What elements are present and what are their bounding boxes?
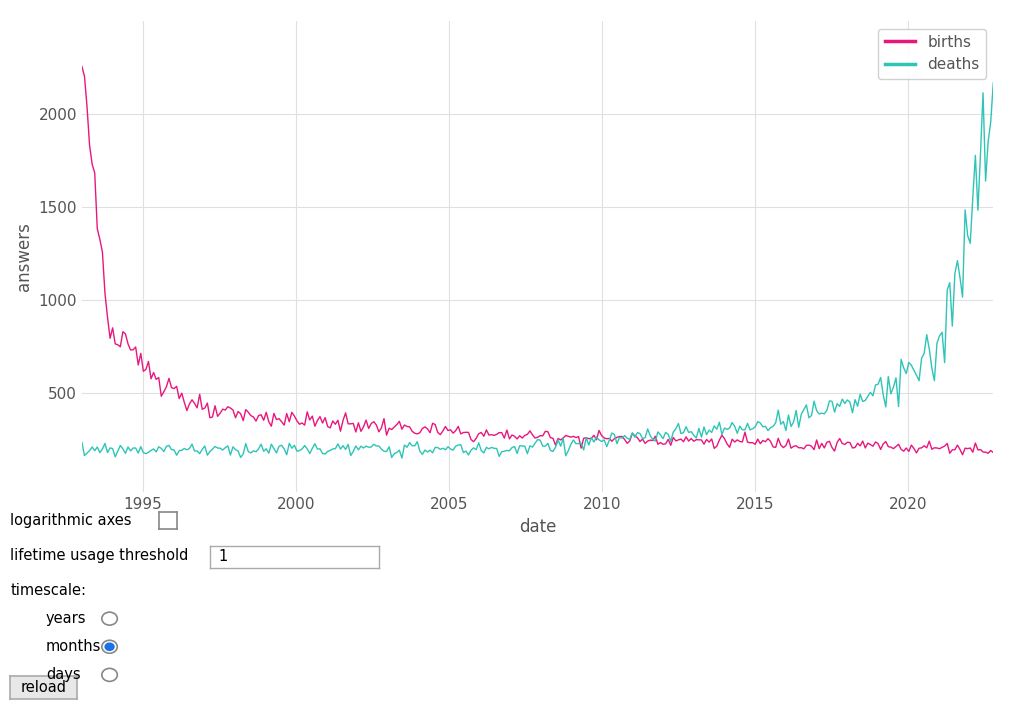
deaths [161,442,173,451]
births [956,451,969,459]
Text: timescale:: timescale: [10,583,86,598]
Y-axis label: answers: answers [15,222,33,291]
deaths [434,445,446,453]
births [76,62,88,70]
deaths [987,79,999,87]
Text: days: days [46,667,81,683]
births [393,417,406,425]
deaths [569,439,582,448]
Text: lifetime usage threshold: lifetime usage threshold [10,548,188,563]
births [567,432,580,441]
births [283,418,295,426]
Line: births: births [82,66,993,455]
deaths [76,438,88,446]
Text: logarithmic axes: logarithmic axes [10,512,132,528]
births [432,428,444,437]
births [319,413,332,422]
Text: years: years [46,611,87,626]
Text: 1: 1 [218,549,227,565]
X-axis label: date: date [519,517,556,536]
Text: months: months [46,639,101,654]
deaths [319,450,332,458]
deaths [283,439,295,448]
Line: deaths: deaths [82,83,993,458]
Circle shape [104,643,115,651]
births [161,382,173,391]
deaths [393,446,406,454]
Legend: births, deaths: births, deaths [879,29,986,79]
births [987,449,999,457]
Text: reload: reload [20,681,67,695]
deaths [395,454,408,463]
